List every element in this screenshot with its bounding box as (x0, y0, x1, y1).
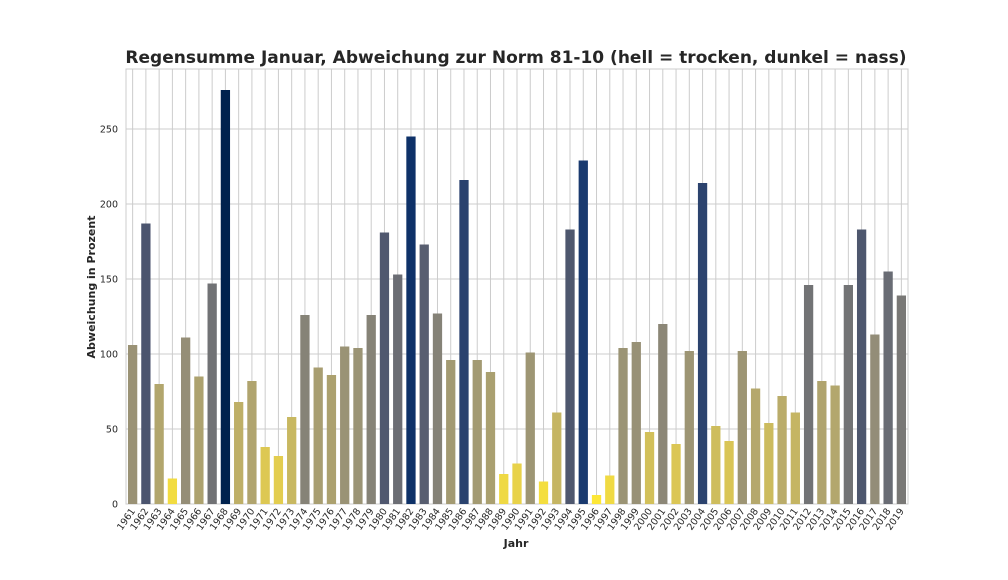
bar-1969 (234, 402, 244, 504)
bar-1998 (618, 348, 628, 504)
x-axis-label: Jahr (503, 537, 529, 550)
bar-2018 (883, 271, 893, 504)
bar-1989 (499, 474, 509, 504)
y-tick-label: 150 (100, 275, 118, 286)
bar-2016 (856, 229, 867, 504)
bar-1983 (419, 244, 429, 504)
bar-1967 (207, 283, 217, 504)
y-axis-label: Abweichung in Prozent (85, 216, 98, 359)
bar-1968 (220, 90, 231, 504)
bar-2017 (870, 334, 880, 504)
bar-2013 (817, 381, 827, 504)
bar-1980 (379, 232, 390, 504)
bar-2019 (896, 295, 907, 504)
bar-2010 (777, 396, 787, 504)
bar-2003 (684, 351, 694, 504)
bar-1970 (247, 381, 257, 504)
bar-1984 (432, 313, 443, 504)
bar-1999 (631, 342, 641, 504)
bar-1974 (300, 315, 310, 504)
bar-2008 (750, 388, 761, 504)
bar-2002 (671, 444, 681, 504)
bar-1973 (287, 417, 297, 504)
bar-1986 (459, 180, 469, 504)
bar-2007 (737, 351, 747, 504)
bar-2011 (790, 412, 800, 504)
bar-1994 (565, 229, 575, 504)
bar-2000 (644, 432, 655, 504)
y-tick-label: 250 (100, 125, 118, 136)
bar-1995 (578, 160, 588, 504)
bar-1982 (406, 136, 416, 504)
bar-1987 (472, 360, 482, 504)
bars (127, 90, 907, 504)
bar-2004 (697, 183, 708, 504)
y-tick-label: 50 (106, 425, 118, 436)
y-tick-label: 0 (112, 500, 118, 511)
bar-2005 (711, 426, 721, 504)
x-tick-labels: 1961196219631964196519661967196819691970… (115, 506, 907, 532)
bar-1962 (141, 223, 151, 504)
bar-2001 (658, 324, 668, 504)
bar-1965 (181, 337, 191, 504)
bar-1964 (167, 478, 178, 504)
y-tick-labels: 0 50 100 150 200 250 (100, 125, 118, 511)
bar-1981 (393, 274, 403, 504)
y-tick-label: 100 (100, 350, 118, 361)
bar-1963 (154, 384, 164, 504)
bar-2012 (803, 285, 814, 504)
bar-1990 (512, 463, 522, 504)
bar-1971 (260, 447, 270, 504)
bar-1979 (366, 315, 376, 504)
bar-2015 (843, 285, 853, 504)
bar-1961 (127, 345, 138, 504)
bar-1976 (326, 375, 337, 504)
chart-title: Regensumme Januar, Abweichung zur Norm 8… (125, 48, 906, 68)
bar-2006 (724, 441, 734, 504)
bar-1997 (605, 475, 615, 504)
bar-1977 (340, 346, 350, 504)
bar-1985 (446, 360, 456, 504)
bar-1996 (591, 495, 602, 504)
bar-1975 (313, 367, 323, 504)
bar-1972 (273, 456, 284, 504)
bar-2014 (830, 385, 840, 504)
bar-1978 (353, 348, 363, 504)
bar-1993 (552, 412, 562, 504)
bar-1992 (538, 481, 549, 504)
bar-1966 (194, 376, 204, 504)
bar-2009 (764, 423, 774, 504)
bar-1988 (485, 372, 496, 504)
bar-1991 (525, 352, 535, 504)
y-tick-label: 200 (100, 200, 118, 211)
